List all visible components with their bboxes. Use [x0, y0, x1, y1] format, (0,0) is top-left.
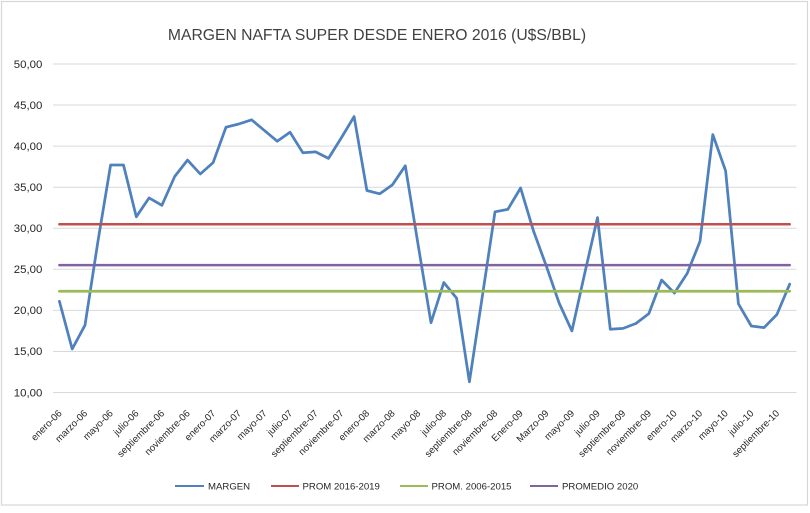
- svg-text:35,00: 35,00: [14, 182, 43, 194]
- svg-text:PROMEDIO 2020: PROMEDIO 2020: [562, 482, 638, 493]
- svg-text:40,00: 40,00: [14, 141, 43, 153]
- svg-text:45,00: 45,00: [14, 100, 43, 112]
- svg-text:PROM. 2006-2015: PROM. 2006-2015: [432, 482, 512, 493]
- svg-text:MARGEN: MARGEN: [208, 482, 250, 493]
- svg-text:30,00: 30,00: [14, 223, 43, 235]
- svg-text:PROM 2016-2019: PROM 2016-2019: [303, 482, 380, 493]
- svg-text:15,00: 15,00: [14, 346, 43, 358]
- svg-text:50,00: 50,00: [14, 59, 43, 71]
- svg-text:20,00: 20,00: [14, 305, 43, 317]
- svg-text:MARGEN NAFTA SUPER DESDE ENERO: MARGEN NAFTA SUPER DESDE ENERO 2016 (U$S…: [168, 27, 586, 44]
- svg-text:10,00: 10,00: [14, 387, 43, 399]
- svg-text:25,00: 25,00: [14, 264, 43, 276]
